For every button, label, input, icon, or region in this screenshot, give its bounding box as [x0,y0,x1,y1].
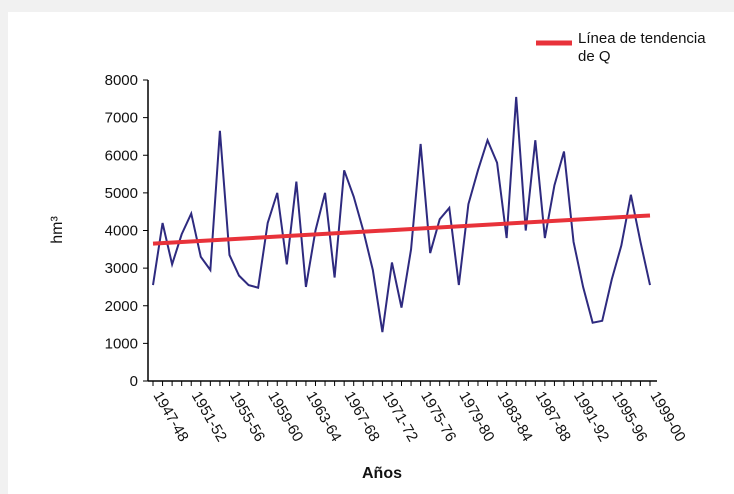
y-tick-label: 8000 [105,72,138,89]
y-tick-label: 0 [130,373,138,390]
y-tick-label: 1000 [105,335,138,352]
y-tick-label: 3000 [105,260,138,277]
y-tick-label: 6000 [105,147,138,164]
x-tick-label: 1959-60 [264,389,306,445]
x-tick-label: 1951-52 [188,389,230,445]
x-tick-label: 1987-88 [532,389,574,445]
x-tick-label: 1983-84 [494,389,536,445]
y-tick-label: 7000 [105,110,138,127]
y-tick-label: 2000 [105,298,138,315]
y-axis-label: hm³ [49,216,66,244]
x-tick-label: 1999-00 [647,389,689,445]
y-tick-label: 5000 [105,185,138,202]
x-tick-label: 1979-80 [455,389,497,445]
x-tick-label: 1963-64 [302,389,344,445]
y-tick-label: 4000 [105,223,138,240]
x-tick-label: 1991-92 [570,389,612,445]
x-tick-label: 1967-68 [341,389,383,445]
x-tick-label: 1947-48 [150,389,192,445]
x-tick-label: 1995-96 [608,389,650,445]
data-line [152,96,651,333]
x-tick-label: 1955-56 [226,389,268,445]
panel [8,12,734,494]
x-axis-label: Años [362,465,402,482]
x-tick-label: 1975-76 [417,389,459,445]
x-tick-label: 1971-72 [379,389,421,445]
trend-line [152,213,651,246]
legend-label: Línea de tendencia de Q [578,30,706,65]
